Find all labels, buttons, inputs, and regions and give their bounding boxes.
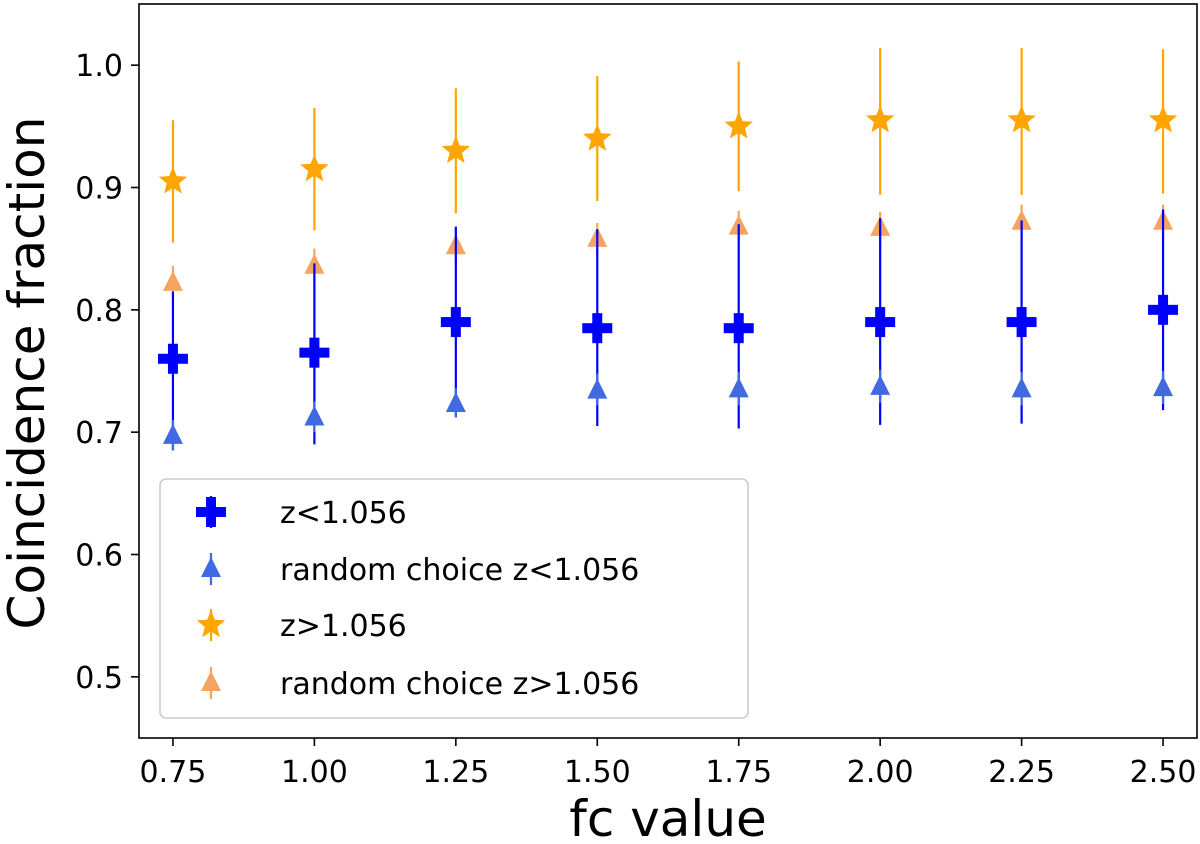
series-z-1-056 — [158, 48, 1178, 243]
legend-entry: z<1.056 — [196, 496, 407, 531]
legend-label: z>1.056 — [280, 609, 407, 644]
data-point — [445, 392, 466, 413]
data-point — [1006, 307, 1037, 338]
legend-marker — [201, 557, 221, 577]
data-point — [157, 343, 188, 374]
data-point — [1011, 377, 1032, 398]
y-tick-label: 0.5 — [75, 661, 123, 696]
legend-entry: random choice z>1.056 — [201, 667, 639, 702]
y-axis-label: Coincidence fraction — [0, 117, 56, 630]
series-z-1-056 — [157, 209, 1179, 451]
x-tick-label: 2.50 — [1130, 755, 1197, 790]
data-point — [1153, 376, 1174, 397]
data-point — [583, 123, 612, 151]
data-point — [162, 423, 183, 444]
x-tick-label: 1.50 — [564, 755, 631, 790]
y-tick-label: 0.7 — [75, 416, 123, 451]
data-point — [865, 105, 895, 133]
x-tick-label: 2.00 — [847, 755, 914, 790]
legend-box — [159, 478, 749, 719]
data-point — [300, 154, 329, 182]
x-tick-label: 2.25 — [988, 755, 1055, 790]
data-point — [728, 377, 749, 398]
data-point — [162, 270, 183, 291]
x-tick-label: 0.75 — [140, 755, 207, 790]
y-tick-label: 0.6 — [75, 539, 123, 574]
legend: z<1.056 random choice z<1.056 z>1.056 rando… — [159, 478, 749, 719]
legend-entry: z>1.056 — [196, 609, 407, 644]
data-point — [587, 378, 608, 399]
legend-entry: random choice z<1.056 — [201, 553, 639, 588]
data-point — [441, 135, 471, 163]
legend-label: random choice z<1.056 — [280, 553, 639, 588]
y-tick-label: 0.9 — [75, 172, 123, 207]
data-point — [723, 313, 754, 344]
y-tick-label: 1.0 — [75, 49, 123, 84]
data-point — [440, 307, 471, 338]
data-point — [299, 337, 330, 368]
legend-label: z<1.056 — [280, 496, 407, 531]
x-tick-label: 1.75 — [705, 755, 772, 790]
data-point — [870, 374, 891, 395]
data-point — [158, 166, 188, 194]
data-point — [724, 111, 753, 139]
x-tick-label: 1.25 — [422, 755, 489, 790]
data-point — [1007, 105, 1036, 133]
data-point — [1148, 105, 1178, 133]
data-point — [582, 313, 613, 344]
data-point — [1148, 294, 1179, 325]
plot-frame — [138, 3, 1198, 739]
series-random-choice-z-1-056 — [162, 369, 1174, 451]
x-axis-label: fc value — [569, 790, 767, 844]
legend-marker — [196, 497, 226, 527]
x-tick-label: 1.00 — [281, 755, 348, 790]
legend-marker — [196, 610, 226, 638]
legend-label: random choice z>1.056 — [280, 667, 639, 702]
y-tick-label: 0.8 — [75, 294, 123, 329]
data-point — [865, 307, 896, 338]
data-point — [1011, 209, 1032, 230]
legend-marker — [201, 671, 221, 691]
data-point — [304, 405, 325, 426]
